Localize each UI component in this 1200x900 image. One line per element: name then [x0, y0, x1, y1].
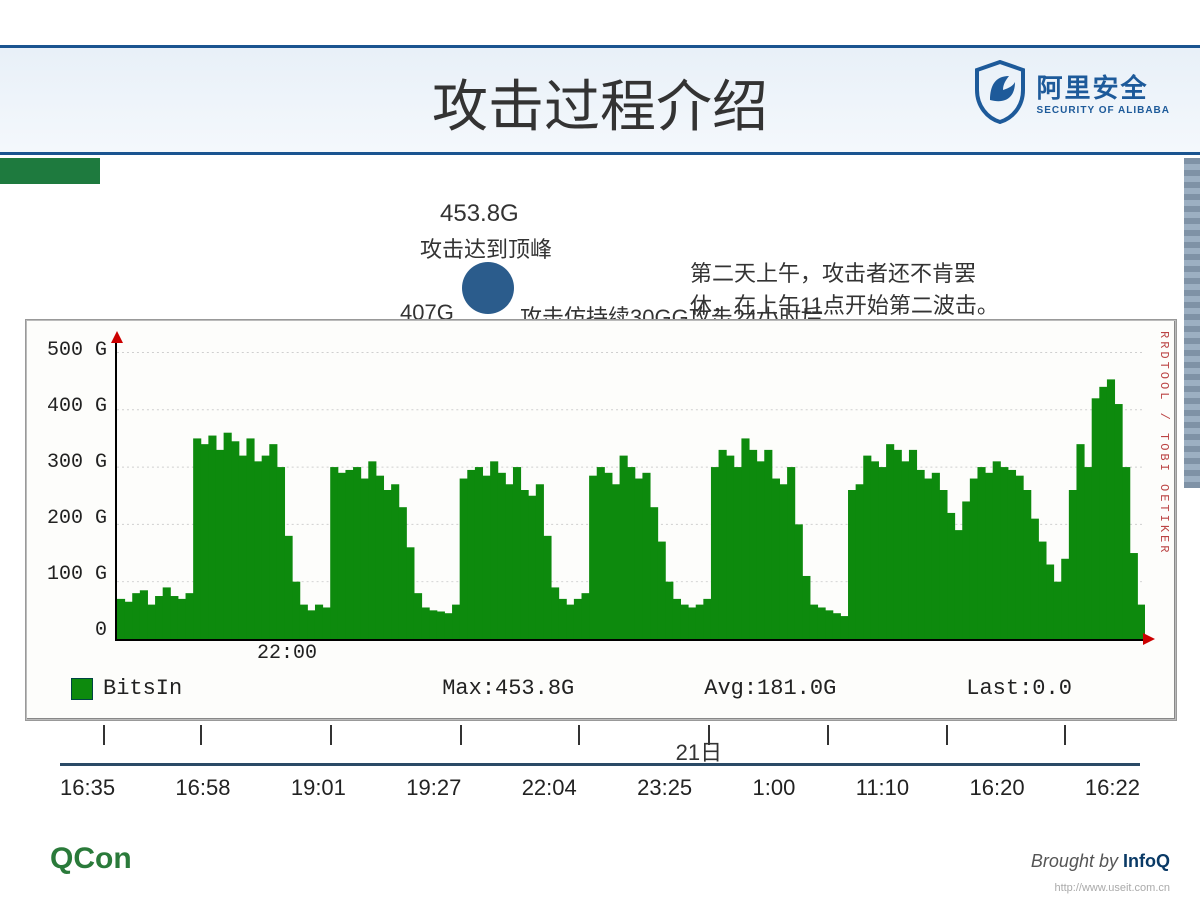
right-line2: 休，在上午11点开始第二波击。 [690, 288, 999, 320]
brand-logo: 阿里安全 SECURITY OF ALIBABA [973, 60, 1170, 124]
footer-credit: Brought by InfoQ [1031, 851, 1170, 872]
timeline-labels: 16:3516:5819:0119:2722:0423:251:0011:101… [60, 775, 1140, 801]
legend-color-box [71, 678, 93, 700]
watermark: http://www.useit.com.cn [1054, 882, 1170, 894]
decorative-right-edge [1184, 158, 1200, 488]
x-inner-label: 22:00 [257, 642, 317, 665]
legend-last: Last:0.0 [966, 676, 1072, 701]
qcon-logo: QCon [50, 842, 132, 876]
timeline-tick [578, 725, 580, 745]
timeline-tick [200, 725, 202, 745]
plot-area: 22:00 [115, 341, 1145, 641]
timeline-line [60, 763, 1140, 766]
legend: BitsIn Max:453.8G Avg:181.0G Last:0.0 [71, 676, 1072, 701]
x-arrow-icon [1143, 633, 1155, 645]
rrdtool-credit: RRDTOOL / TOBI OETIKER [1157, 331, 1171, 555]
legend-series: BitsIn [103, 676, 182, 701]
timeline-tick [946, 725, 948, 745]
chart-container: 0100 G200 G300 G400 G500 G 22:00 RRDTOOL… [26, 320, 1176, 720]
timeline-tick [827, 725, 829, 745]
green-stripe [0, 158, 100, 184]
logo-cn: 阿里安全 [1037, 68, 1170, 105]
y-arrow-icon [111, 331, 123, 343]
peak-label: 攻击达到顶峰 [420, 232, 552, 264]
timeline-tick [1064, 725, 1066, 745]
marker-dot [462, 262, 514, 314]
legend-max: Max:453.8G [442, 676, 574, 701]
peak-value: 453.8G [440, 200, 519, 228]
right-line1: 第二天上午，攻击者还不肯罢 [690, 256, 976, 288]
timeline-tick [103, 725, 105, 745]
timeline-tick [330, 725, 332, 745]
legend-avg: Avg:181.0G [704, 676, 836, 701]
logo-en: SECURITY OF ALIBABA [1037, 105, 1170, 116]
chart-svg [117, 341, 1145, 639]
y-axis: 0100 G200 G300 G400 G500 G [37, 341, 107, 641]
timeline-tick [460, 725, 462, 745]
timeline: 21日 16:3516:5819:0119:2722:0423:251:0011… [60, 725, 1140, 795]
shield-icon [973, 60, 1027, 124]
